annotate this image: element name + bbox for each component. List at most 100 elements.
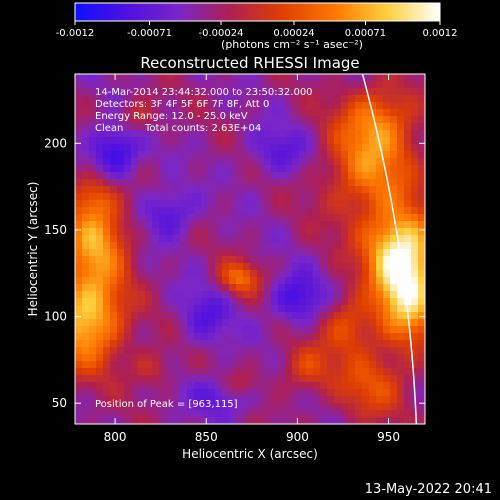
heatmap-cell [117,256,125,264]
heatmap-cell [327,270,335,278]
heatmap-cell [145,382,153,390]
heatmap-cell [236,74,244,82]
heatmap-cell [236,214,244,222]
heatmap-cell [138,186,146,194]
heatmap-cell [89,410,97,418]
heatmap-cell [285,249,293,257]
heatmap-cell [187,347,195,355]
heatmap-cell [110,312,118,320]
heatmap-cell [201,354,209,362]
heatmap-cell [369,326,377,334]
heatmap-cell [103,116,111,124]
heatmap-cell [250,249,258,257]
heatmap-cell [327,347,335,355]
heatmap-cell [355,396,363,404]
solar-limb [361,74,418,424]
heatmap-cell [103,270,111,278]
heatmap-cell [397,333,405,341]
heatmap-cell [201,403,209,411]
heatmap-cell [89,123,97,131]
heatmap-cell [82,102,90,110]
heatmap-cell [355,200,363,208]
heatmap-cell [334,137,342,145]
heatmap-cell [348,417,356,424]
heatmap-cell [327,396,335,404]
heatmap-cell [250,333,258,341]
heatmap-cell [215,88,223,96]
heatmap-cell [271,403,279,411]
heatmap-cell [362,221,370,229]
heatmap-cell [404,235,412,243]
heatmap-cell [292,137,300,145]
heatmap-cell [264,207,272,215]
heatmap-cell [152,396,160,404]
heatmap-cell [222,389,230,397]
heatmap-cell [383,375,391,383]
heatmap-cell [257,270,265,278]
y-tick-label: 100 [44,310,67,324]
heatmap-cell [201,179,209,187]
heatmap-cell [257,109,265,117]
heatmap-cell [306,179,314,187]
heatmap-cell [110,354,118,362]
heatmap-cell [96,354,104,362]
heatmap-cell [404,116,412,124]
heatmap-cell [404,347,412,355]
heatmap-cell [124,137,132,145]
heatmap-cell [131,305,139,313]
heatmap-cell [327,228,335,236]
heatmap-cell [362,214,370,222]
heatmap-cell [299,137,307,145]
heatmap-cell [229,109,237,117]
heatmap-cell [96,172,104,180]
heatmap-cell [285,256,293,264]
heatmap-cell [166,249,174,257]
heatmap-cell [187,116,195,124]
heatmap-cell [257,389,265,397]
heatmap-cell [313,249,321,257]
heatmap-cell [201,291,209,299]
heatmap-cell [320,151,328,159]
heatmap-cell [187,193,195,201]
heatmap-cell [236,186,244,194]
heatmap-cell [383,95,391,103]
heatmap-cell [292,270,300,278]
heatmap-cell [124,326,132,334]
heatmap-cell [341,277,349,285]
heatmap-cell [264,193,272,201]
heatmap-cell [138,116,146,124]
heatmap-cell [362,396,370,404]
heatmap-cell [306,403,314,411]
heatmap-cell [131,333,139,341]
heatmap-cell [215,172,223,180]
heatmap-cell [271,263,279,271]
heatmap-cell [411,228,419,236]
heatmap-cell [96,102,104,110]
heatmap-cell [173,284,181,292]
heatmap-cell [376,130,384,138]
heatmap-cell [194,382,202,390]
heatmap-cell [411,319,419,327]
heatmap-cell [285,214,293,222]
heatmap-cell [299,354,307,362]
heatmap-cell [180,417,188,424]
heatmap-cell [397,151,405,159]
heatmap-cell [292,277,300,285]
heatmap-cell [320,284,328,292]
heatmap-cell [152,305,160,313]
heatmap-cell [159,417,167,424]
heatmap-cell [411,312,419,320]
heatmap-cell [82,403,90,411]
heatmap-cell [201,326,209,334]
heatmap-cell [145,158,153,166]
heatmap-cell [327,200,335,208]
heatmap-cell [341,284,349,292]
heatmap-cell [271,284,279,292]
heatmap-cell [418,361,425,369]
heatmap-cell [110,270,118,278]
heatmap-cell [208,242,216,250]
heatmap-cell [278,256,286,264]
heatmap-cell [271,144,279,152]
heatmap-cell [362,403,370,411]
heatmap-cell [348,277,356,285]
